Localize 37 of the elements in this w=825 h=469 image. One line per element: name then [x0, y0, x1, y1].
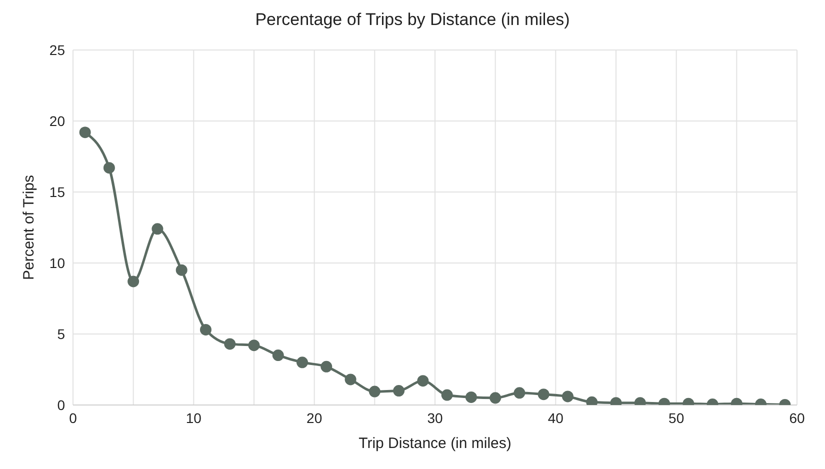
- point: [441, 389, 453, 401]
- y-tick-label: 15: [49, 184, 66, 200]
- y-tick-label: 10: [49, 254, 66, 271]
- point: [176, 264, 188, 276]
- y-tick-label: 25: [49, 42, 66, 58]
- point: [538, 388, 550, 400]
- x-tick-label: 40: [548, 410, 564, 426]
- y-tick-label: 0: [57, 396, 66, 413]
- x-tick-label: 60: [789, 410, 805, 426]
- point: [272, 350, 284, 362]
- point: [393, 385, 405, 397]
- point: [465, 391, 477, 403]
- y-axis-title: Percent of Trips: [20, 174, 38, 280]
- point: [152, 223, 164, 235]
- chart-title: Percentage of Trips by Distance (in miles): [254, 10, 571, 31]
- point: [128, 276, 140, 288]
- point: [296, 356, 308, 368]
- point: [320, 360, 332, 372]
- point: [514, 387, 526, 399]
- point: [200, 324, 212, 336]
- x-tick-label: 30: [427, 410, 443, 426]
- x-tick-label: 10: [186, 410, 202, 426]
- point: [79, 126, 91, 138]
- point: [368, 386, 380, 398]
- point: [103, 162, 115, 174]
- x-tick-label: 0: [69, 410, 78, 426]
- x-tick-label: 50: [668, 410, 684, 426]
- point: [224, 338, 236, 350]
- point: [344, 374, 356, 386]
- x-axis-title: Trip Distance (in miles): [358, 435, 512, 452]
- point: [417, 375, 429, 387]
- point: [562, 390, 574, 402]
- y-tick-label: 20: [49, 112, 66, 129]
- point: [248, 340, 260, 352]
- x-tick-label: 20: [306, 410, 322, 426]
- y-tick-label: 5: [57, 326, 66, 342]
- point: [490, 392, 502, 404]
